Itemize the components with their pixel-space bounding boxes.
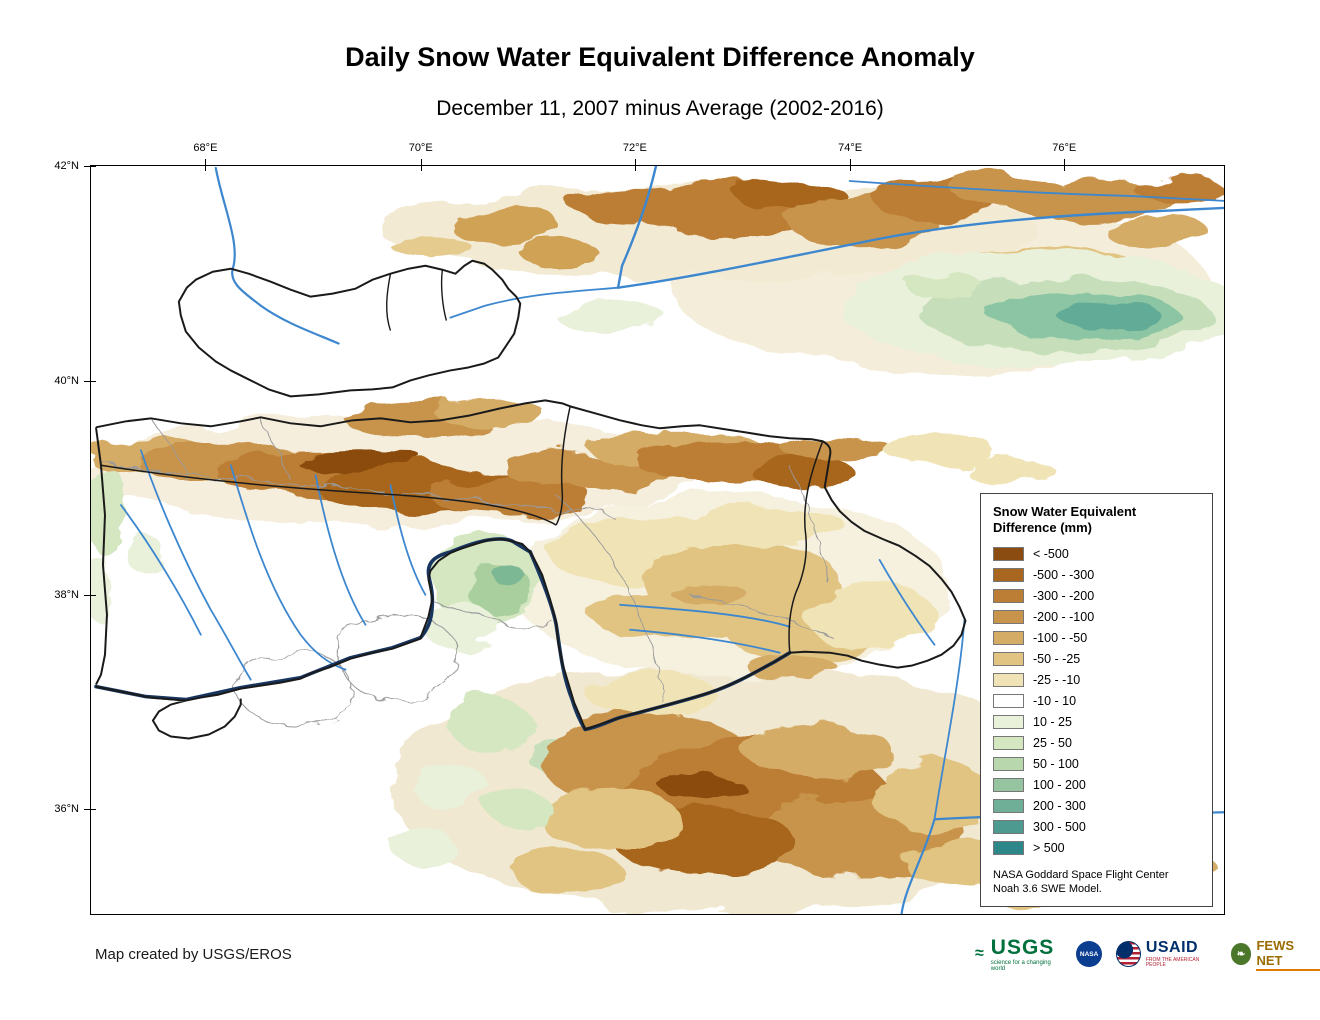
legend-entry: < -500 — [993, 544, 1202, 565]
usaid-logo-icon — [1116, 941, 1141, 967]
page-title: Daily Snow Water Equivalent Difference A… — [345, 42, 975, 72]
legend-swatch — [993, 631, 1024, 645]
legend-swatch — [993, 757, 1024, 771]
legend-swatch — [993, 736, 1024, 750]
legend-entry: 300 - 500 — [993, 817, 1202, 838]
legend-swatch — [993, 715, 1024, 729]
y-tick-label: 38°N — [54, 588, 79, 601]
legend-entry-label: < -500 — [1033, 547, 1069, 561]
legend: Snow Water Equivalent Difference (mm) < … — [980, 493, 1213, 908]
legend-title-line2: Difference (mm) — [993, 520, 1092, 536]
legend-entry-label: -300 - -200 — [1033, 589, 1095, 603]
legend-entry: 10 - 25 — [993, 712, 1202, 733]
legend-swatch — [993, 694, 1024, 708]
legend-entry: > 500 — [993, 838, 1202, 859]
usgs-tagline: science for a changing world — [990, 959, 1051, 972]
legend-entry: -25 - -10 — [993, 670, 1202, 691]
legend-entries: < -500 -500 - -300 -300 - -200 -200 - -100 -… — [993, 544, 1202, 859]
y-tick-label: 36°N — [54, 803, 79, 816]
terrain-layer — [91, 174, 1224, 914]
watershed-boundaries — [95, 259, 967, 740]
legend-entry-label: > 500 — [1033, 841, 1065, 855]
legend-swatch — [993, 652, 1024, 666]
usgs-logo-text: USGS — [990, 935, 1055, 959]
fews-net-logo: ❧ FEWS NET — [1230, 938, 1320, 971]
usaid-logo-text: USAID — [1145, 939, 1199, 956]
legend-entry-label: 200 - 300 — [1033, 799, 1086, 813]
usaid-logo: USAID FROM THE AMERICAN PEOPLE — [1116, 940, 1217, 968]
nasa-logo: NASA — [1076, 941, 1103, 967]
legend-entry: 200 - 300 — [993, 796, 1202, 817]
legend-swatch — [993, 799, 1024, 813]
legend-swatch — [993, 673, 1024, 687]
usgs-wave-icon: ≈ — [975, 945, 984, 962]
legend-entry: -500 - -300 — [993, 565, 1202, 586]
legend-swatch — [993, 841, 1024, 855]
legend-entry-label: -100 - -50 — [1033, 631, 1088, 645]
legend-entry: -50 - -25 — [993, 649, 1202, 670]
legend-source: NASA Goddard Space Flight Center Noah 3.… — [993, 868, 1202, 897]
map-frame: 68°E 70°E 72°E 74°E 76°E 42°N 40°N 38°N 36°N Sn… — [54, 142, 1225, 915]
usaid-tagline: FROM THE AMERICAN PEOPLE — [1145, 957, 1200, 968]
x-tick-label: 74°E — [838, 142, 863, 154]
x-tick-label: 70°E — [408, 142, 433, 154]
y-tick-label: 42°N — [54, 160, 79, 172]
legend-entry-label: -500 - -300 — [1033, 568, 1095, 582]
legend-source-line1: NASA Goddard Space Flight Center — [993, 868, 1169, 881]
legend-entry-label: 25 - 50 — [1033, 736, 1072, 750]
legend-entry: -10 - 10 — [993, 691, 1202, 712]
fews-net-logo-icon: ❧ — [1230, 943, 1252, 965]
legend-swatch — [993, 589, 1024, 603]
credit-text: Map created by USGS/EROS — [95, 946, 292, 963]
legend-swatch — [993, 547, 1024, 561]
x-tick-label: 72°E — [622, 142, 647, 154]
legend-entry: -200 - -100 — [993, 607, 1202, 628]
logo-strip: ≈ USGS science for a changing world NASA… — [975, 936, 1320, 972]
legend-swatch — [993, 568, 1024, 582]
legend-entry-label: 50 - 100 — [1033, 757, 1079, 771]
legend-entry: -300 - -200 — [993, 586, 1202, 607]
usgs-logo: ≈ USGS science for a changing world — [975, 937, 1062, 972]
legend-entry-label: -50 - -25 — [1033, 652, 1081, 666]
legend-source-line2: Noah 3.6 SWE Model. — [993, 882, 1102, 895]
legend-entry-label: -200 - -100 — [1033, 610, 1095, 624]
legend-title: Snow Water Equivalent Difference (mm) — [993, 504, 1202, 537]
map-canvas — [91, 166, 1224, 914]
legend-entry: 100 - 200 — [993, 775, 1202, 796]
legend-entry-label: 300 - 500 — [1033, 820, 1086, 834]
subbasin-boundaries — [100, 417, 831, 728]
legend-entry: 50 - 100 — [993, 754, 1202, 775]
nasa-logo-icon: NASA — [1076, 941, 1103, 967]
legend-entry-label: -25 - -10 — [1033, 673, 1081, 687]
legend-entry-label: 100 - 200 — [1033, 778, 1086, 792]
legend-title-line1: Snow Water Equivalent — [993, 504, 1137, 519]
legend-entry-label: -10 - 10 — [1033, 694, 1077, 708]
page-subtitle: December 11, 2007 minus Average (2002-20… — [436, 97, 884, 120]
y-tick-label: 40°N — [54, 374, 79, 387]
fews-net-logo-text: FEWS NET — [1256, 938, 1320, 971]
legend-entry: 25 - 50 — [993, 733, 1202, 754]
legend-swatch — [993, 610, 1024, 624]
legend-swatch — [993, 820, 1024, 834]
x-tick-label: 76°E — [1052, 142, 1077, 154]
x-tick-label: 68°E — [193, 142, 218, 154]
legend-entry: -100 - -50 — [993, 628, 1202, 649]
legend-swatch — [993, 778, 1024, 792]
legend-entry-label: 10 - 25 — [1033, 715, 1072, 729]
